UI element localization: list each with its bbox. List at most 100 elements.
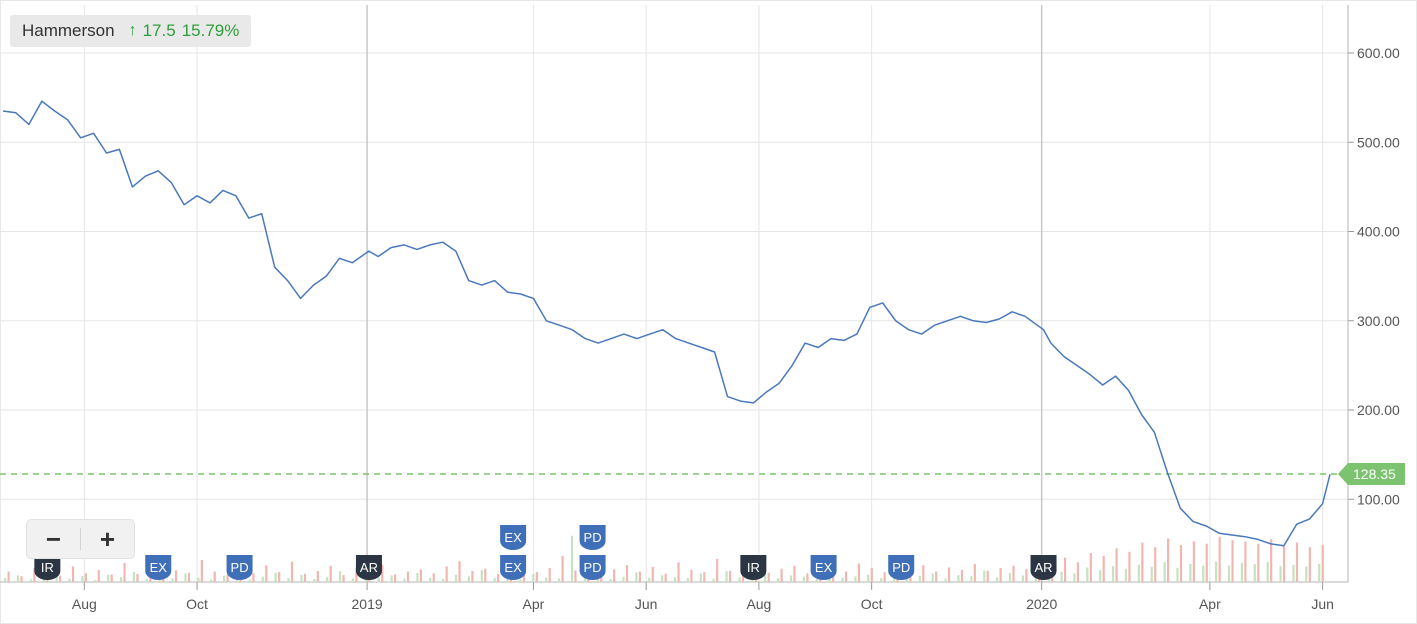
volume-bar-up (1227, 565, 1231, 582)
volume-bar-up (970, 576, 973, 582)
event-label: PD (584, 530, 602, 545)
x-tick-label: Jun (635, 596, 658, 612)
volume-bar-down (638, 571, 641, 582)
volume-bar-down (716, 558, 719, 582)
y-tick-label: 200.00 (1357, 402, 1400, 418)
grid-lines (0, 5, 1354, 590)
zoom-controls: − + (27, 520, 134, 558)
event-label: EX (150, 560, 168, 575)
volume-bar-up (1099, 570, 1102, 582)
zoom-out-button[interactable]: − (27, 520, 80, 558)
volume-bar-up (1150, 566, 1153, 582)
volume-bar-down (1282, 546, 1286, 582)
event-label: EX (504, 530, 522, 545)
volume-bar-up (635, 572, 638, 582)
volume-bar-up (1202, 565, 1205, 582)
event-marker-pd[interactable]: PD (579, 555, 606, 580)
volume-bar-down (200, 559, 203, 582)
volume-bar-up (1021, 575, 1024, 582)
price-change: ↑ 17.5 15.79% (129, 21, 240, 41)
volume-bar-down (793, 565, 796, 582)
price-line[interactable] (2, 100, 1331, 547)
volume-bar-up (519, 579, 522, 582)
volume-bar-down (664, 573, 667, 582)
volume-bar-up (1318, 563, 1321, 582)
volume-bar-up (802, 576, 805, 582)
volume-bar-up (68, 578, 71, 582)
event-badge (740, 555, 767, 580)
event-marker-ex[interactable]: EX (500, 525, 527, 550)
volume-bar-down (960, 569, 964, 582)
volume-bar-down (1244, 541, 1247, 582)
event-marker-pd[interactable]: PD (579, 525, 606, 550)
x-tick-label: Apr (1199, 596, 1221, 612)
volume-bar-up (480, 570, 483, 582)
volume-bar-up (867, 574, 870, 582)
event-label: EX (504, 560, 522, 575)
event-marker-ar[interactable]: AR (1030, 555, 1057, 580)
volume-bar-down (381, 564, 384, 582)
volume-bar-down (1167, 538, 1170, 582)
event-marker-ex[interactable]: EX (810, 555, 837, 580)
volume-bar-down (973, 564, 976, 582)
volume-bar-up (931, 573, 934, 582)
volume-bar-up (918, 575, 921, 582)
volume-bar-up (545, 577, 548, 582)
volume-bar-up (16, 575, 20, 582)
volume-bar-up (1086, 567, 1089, 582)
volume-bar-up (145, 579, 148, 582)
volume-bar-up (996, 577, 999, 582)
series-legend[interactable]: Hammerson ↑ 17.5 15.79% (10, 15, 252, 47)
event-badge (579, 555, 606, 580)
volume-bar-up (42, 577, 45, 582)
volume-bar-down (613, 569, 616, 582)
volume-bar-down (265, 565, 268, 582)
volume-bar-down (844, 571, 848, 582)
volume-bar-down (870, 568, 873, 582)
volume-bar-up (467, 576, 471, 582)
volume-bar-up (880, 578, 883, 582)
volume-bar-down (226, 574, 229, 582)
volume-bar-down (20, 576, 23, 582)
volume-bar-up (944, 578, 947, 582)
event-marker-ex[interactable]: EX (145, 555, 172, 580)
volume-bar-down (999, 568, 1002, 582)
volume-bar-down (1218, 536, 1221, 582)
volume-bar-down (33, 568, 36, 582)
volume-bar-up (416, 573, 419, 582)
event-marker-ar[interactable]: AR (355, 555, 382, 580)
volume-bar-down (703, 572, 706, 582)
volume-bar-up (1073, 573, 1076, 582)
event-marker-ir[interactable]: IR (740, 555, 767, 580)
last-price-tag: 128.35 (1338, 462, 1405, 485)
event-marker-pd[interactable]: PD (888, 555, 915, 580)
price-tag-bg (1338, 462, 1405, 485)
volume-bar-up (326, 577, 329, 582)
volume-bar-up (4, 578, 7, 582)
event-marker-ex[interactable]: EX (500, 555, 527, 580)
volume-bar-down (484, 568, 487, 582)
volume-bar-up (1292, 564, 1295, 582)
zoom-in-button[interactable]: + (81, 520, 134, 558)
volume-bar-down (136, 573, 139, 582)
volume-bar-down (187, 572, 191, 582)
volume-bar-down (278, 572, 281, 582)
volume-bar-down (1295, 542, 1299, 582)
volume-bar-up (300, 575, 303, 582)
volume-bar-down (625, 565, 629, 582)
event-marker-ir[interactable]: IR (34, 555, 61, 580)
volume-bar-up (699, 573, 702, 582)
volume-bar-down (728, 570, 732, 582)
volume-bar-down (394, 574, 397, 582)
volume-bar-down (1231, 540, 1234, 582)
volume-bar-up (725, 571, 728, 582)
volume-bar-up (854, 576, 857, 582)
volume-bar-down (97, 569, 100, 582)
volume-bar-down (935, 571, 938, 582)
x-tick-label: Apr (523, 596, 545, 612)
volume-bar-down (213, 571, 216, 582)
event-marker-pd[interactable]: PD (226, 555, 253, 580)
volume-bar-up (841, 577, 844, 582)
